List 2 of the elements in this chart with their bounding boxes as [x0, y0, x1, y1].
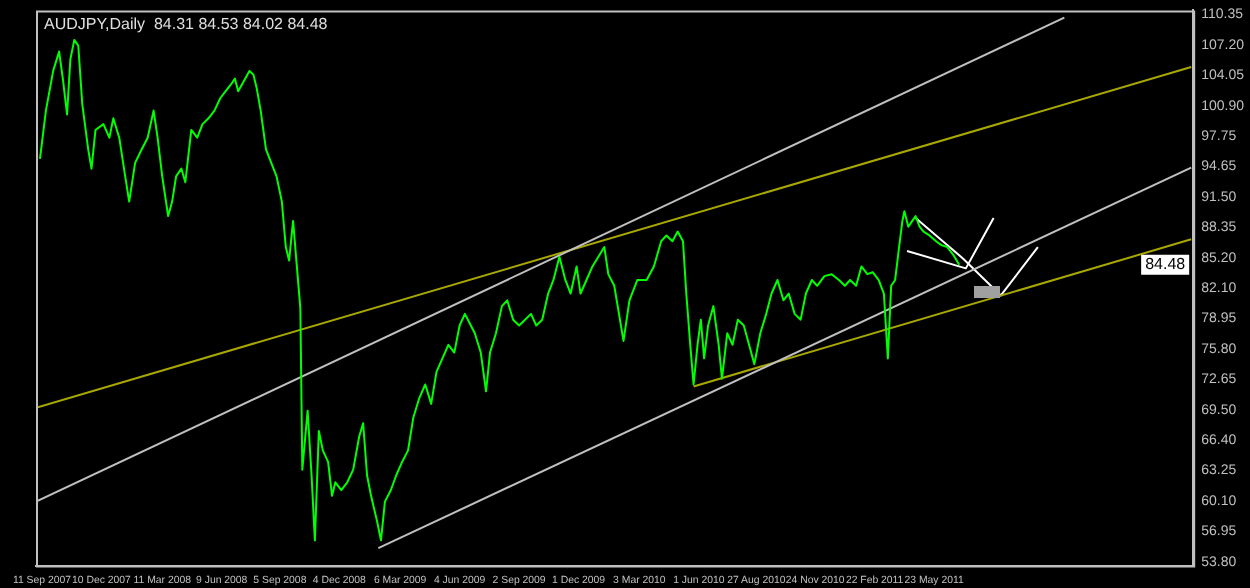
- chart-title: AUDJPY,Daily 84.31 84.53 84.02 84.48: [44, 14, 329, 33]
- annotation: 84.48: [1145, 255, 1187, 274]
